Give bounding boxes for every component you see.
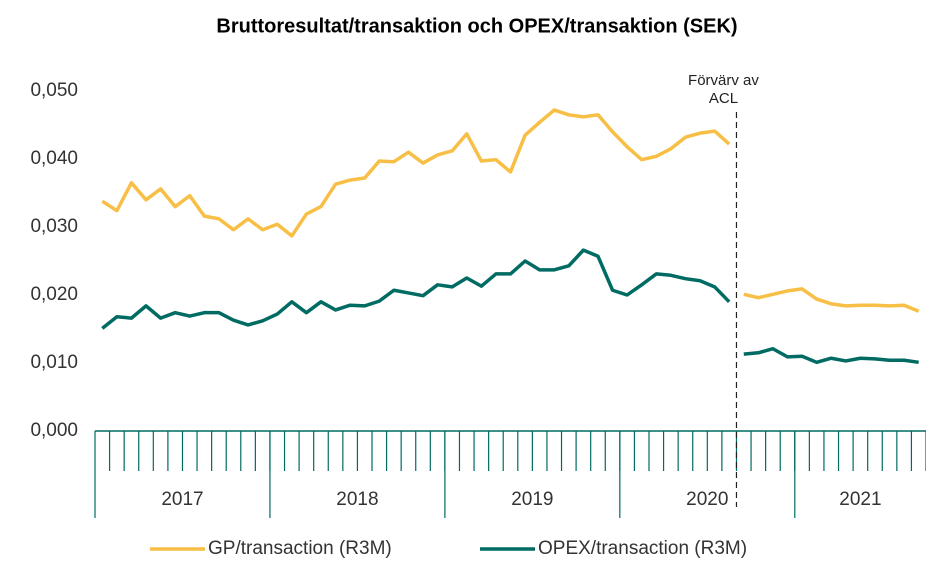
x-group-label: 2017	[161, 489, 203, 510]
y-tick-label: 0,010	[30, 352, 78, 373]
chart-title: Bruttoresultat/transaktion och OPEX/tran…	[216, 15, 737, 37]
legend-label: OPEX/transaction (R3M)	[538, 538, 747, 559]
legend-label: GP/transaction (R3M)	[208, 538, 392, 559]
y-tick-label: 0,050	[30, 80, 78, 101]
data-line	[743, 346, 919, 365]
y-tick-label: 0,020	[30, 284, 78, 305]
data-line	[101, 248, 731, 330]
x-group-label: 2021	[839, 489, 881, 510]
annotation-text: Förvärv av	[688, 72, 759, 89]
y-tick-label: 0,000	[30, 420, 78, 441]
x-group-label: 2018	[336, 489, 378, 510]
data-line	[101, 108, 731, 238]
data-line	[743, 287, 920, 313]
y-tick-label: 0,040	[30, 148, 78, 169]
y-tick-label: 0,030	[30, 216, 78, 237]
x-group-label: 2020	[686, 489, 728, 510]
x-group-label: 2019	[511, 489, 553, 510]
annotation-text: ACL	[709, 90, 738, 107]
